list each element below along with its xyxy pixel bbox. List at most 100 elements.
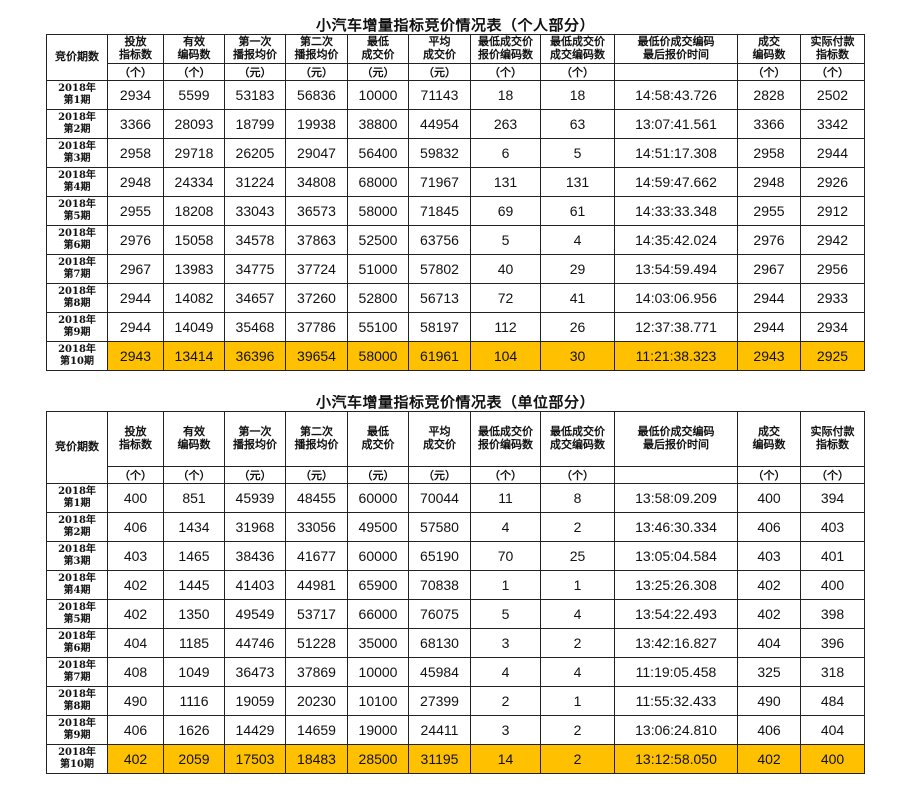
column-header: 第一次 播报均价 bbox=[224, 411, 286, 467]
value-cell: 71845 bbox=[408, 196, 471, 226]
value-cell: 29047 bbox=[285, 138, 348, 168]
value-cell: 2828 bbox=[737, 80, 801, 110]
value-cell: 45984 bbox=[408, 657, 471, 687]
value-cell: 53717 bbox=[285, 599, 348, 629]
value-cell: 4 bbox=[540, 225, 615, 255]
value-cell: 2 bbox=[540, 628, 615, 658]
value-cell: 13:42:16.827 bbox=[614, 628, 738, 658]
period-cell: 2018年 第4期 bbox=[46, 570, 108, 600]
value-cell: 56836 bbox=[285, 80, 348, 110]
value-cell: 2942 bbox=[799, 225, 866, 255]
value-cell: 2502 bbox=[799, 80, 866, 110]
value-cell: 37260 bbox=[285, 283, 348, 313]
value-cell: 14659 bbox=[285, 715, 348, 745]
value-cell: 19938 bbox=[285, 109, 348, 139]
units-row: （个） （个） （元） （元） （元） （元） （个） （个） （个） （个） bbox=[47, 63, 866, 81]
period-cell: 2018年 第5期 bbox=[46, 599, 108, 629]
value-cell: 2948 bbox=[107, 167, 164, 197]
value-cell: 44981 bbox=[285, 570, 348, 600]
value-cell: 57802 bbox=[408, 254, 471, 284]
period-cell: 2018年 第10期 bbox=[46, 341, 108, 371]
value-cell: 39654 bbox=[285, 341, 348, 371]
value-cell: 398 bbox=[799, 599, 866, 629]
value-cell: 10000 bbox=[347, 657, 409, 687]
value-cell: 61961 bbox=[408, 341, 471, 371]
table-row: 2018年 第7期 408 1049 36473 37869 10000 45984 4 4 11… bbox=[46, 657, 866, 687]
value-cell: 10100 bbox=[347, 686, 409, 716]
period-cell: 2018年 第1期 bbox=[46, 483, 108, 513]
value-cell: 1465 bbox=[163, 541, 225, 571]
value-cell: 18 bbox=[470, 80, 541, 110]
table-row: 2018年 第6期 2976 15058 34578 37863 52500 63756 5 4… bbox=[46, 225, 866, 255]
table-row: 2018年 第3期 403 1465 38436 41677 60000 65190 70 25… bbox=[46, 541, 866, 571]
value-cell: 36573 bbox=[285, 196, 348, 226]
value-cell: 851 bbox=[163, 483, 225, 513]
value-cell: 24334 bbox=[163, 167, 225, 197]
value-cell: 2 bbox=[540, 715, 615, 745]
value-cell: 14:51:17.308 bbox=[614, 138, 738, 168]
value-cell: 19059 bbox=[224, 686, 286, 716]
units-row: （个） （个） （元） （元） （元） （元） （个） （个） （个） （个） bbox=[47, 466, 866, 484]
value-cell: 70044 bbox=[408, 483, 471, 513]
value-cell: 2925 bbox=[799, 341, 866, 371]
value-cell: 14082 bbox=[163, 283, 225, 313]
table-title: 小汽车增量指标竞价情况表（单位部分） bbox=[46, 395, 865, 412]
value-cell: 13:54:59.494 bbox=[614, 254, 738, 284]
unit-cell: （个） bbox=[540, 63, 615, 81]
unit-cell: （个） bbox=[470, 63, 541, 81]
value-cell: 51000 bbox=[347, 254, 409, 284]
table-row: 2018年 第5期 402 1350 49549 53717 66000 76075 5 4 13… bbox=[46, 599, 866, 629]
value-cell: 2944 bbox=[737, 283, 801, 313]
column-header: 实际付款 指标数 bbox=[799, 411, 866, 467]
value-cell: 8 bbox=[540, 483, 615, 513]
unit-cell: （个） bbox=[799, 466, 866, 484]
value-cell: 2912 bbox=[799, 196, 866, 226]
value-cell: 403 bbox=[737, 541, 801, 571]
unit-cell: （元） bbox=[224, 63, 286, 81]
value-cell: 59832 bbox=[408, 138, 471, 168]
value-cell: 4 bbox=[540, 599, 615, 629]
value-cell: 36396 bbox=[224, 341, 286, 371]
value-cell: 2943 bbox=[107, 341, 164, 371]
table-row: 2018年 第1期 2934 5599 53183 56836 10000 71143 18 1… bbox=[46, 80, 866, 110]
company-auction-table: 小汽车增量指标竞价情况表（单位部分） 竞价期数 投放 指标数 有效 编码数 第一次 播报… bbox=[46, 395, 866, 774]
value-cell: 14:59:47.662 bbox=[614, 167, 738, 197]
value-cell: 131 bbox=[470, 167, 541, 197]
table-row: 2018年 第7期 2967 13983 34775 37724 51000 57802 40… bbox=[46, 254, 866, 284]
period-cell: 2018年 第9期 bbox=[46, 715, 108, 745]
value-cell: 2948 bbox=[737, 167, 801, 197]
unit-cell: （元） bbox=[285, 466, 348, 484]
unit-cell bbox=[614, 466, 738, 484]
value-cell: 41677 bbox=[285, 541, 348, 571]
individual-auction-table: 小汽车增量指标竞价情况表（个人部分） 竞价期数 投放 指标数 有效 编码数 第一次 播报… bbox=[46, 18, 866, 371]
value-cell: 1445 bbox=[163, 570, 225, 600]
value-cell: 20230 bbox=[285, 686, 348, 716]
value-cell: 402 bbox=[737, 744, 801, 774]
column-header: 成交 编码数 bbox=[737, 34, 801, 64]
value-cell: 5 bbox=[470, 225, 541, 255]
unit-cell: （个） bbox=[163, 63, 225, 81]
value-cell: 49500 bbox=[347, 512, 409, 542]
column-header: 最低 成交价 bbox=[347, 34, 409, 64]
value-cell: 70838 bbox=[408, 570, 471, 600]
unit-cell: （个） bbox=[737, 63, 801, 81]
value-cell: 71143 bbox=[408, 80, 471, 110]
value-cell: 18483 bbox=[285, 744, 348, 774]
value-cell: 29 bbox=[540, 254, 615, 284]
unit-cell: （元） bbox=[347, 466, 409, 484]
value-cell: 402 bbox=[107, 599, 164, 629]
period-cell: 2018年 第9期 bbox=[46, 312, 108, 342]
value-cell: 2934 bbox=[799, 312, 866, 342]
value-cell: 18 bbox=[540, 80, 615, 110]
value-cell: 37724 bbox=[285, 254, 348, 284]
value-cell: 406 bbox=[107, 715, 164, 745]
value-cell: 72 bbox=[470, 283, 541, 313]
period-cell: 2018年 第6期 bbox=[46, 225, 108, 255]
value-cell: 2933 bbox=[799, 283, 866, 313]
value-cell: 13:05:04.584 bbox=[614, 541, 738, 571]
value-cell: 404 bbox=[799, 715, 866, 745]
column-header: 竞价期数 bbox=[46, 34, 108, 81]
column-header: 第二次 播报均价 bbox=[285, 34, 348, 64]
value-cell: 25 bbox=[540, 541, 615, 571]
value-cell: 1350 bbox=[163, 599, 225, 629]
